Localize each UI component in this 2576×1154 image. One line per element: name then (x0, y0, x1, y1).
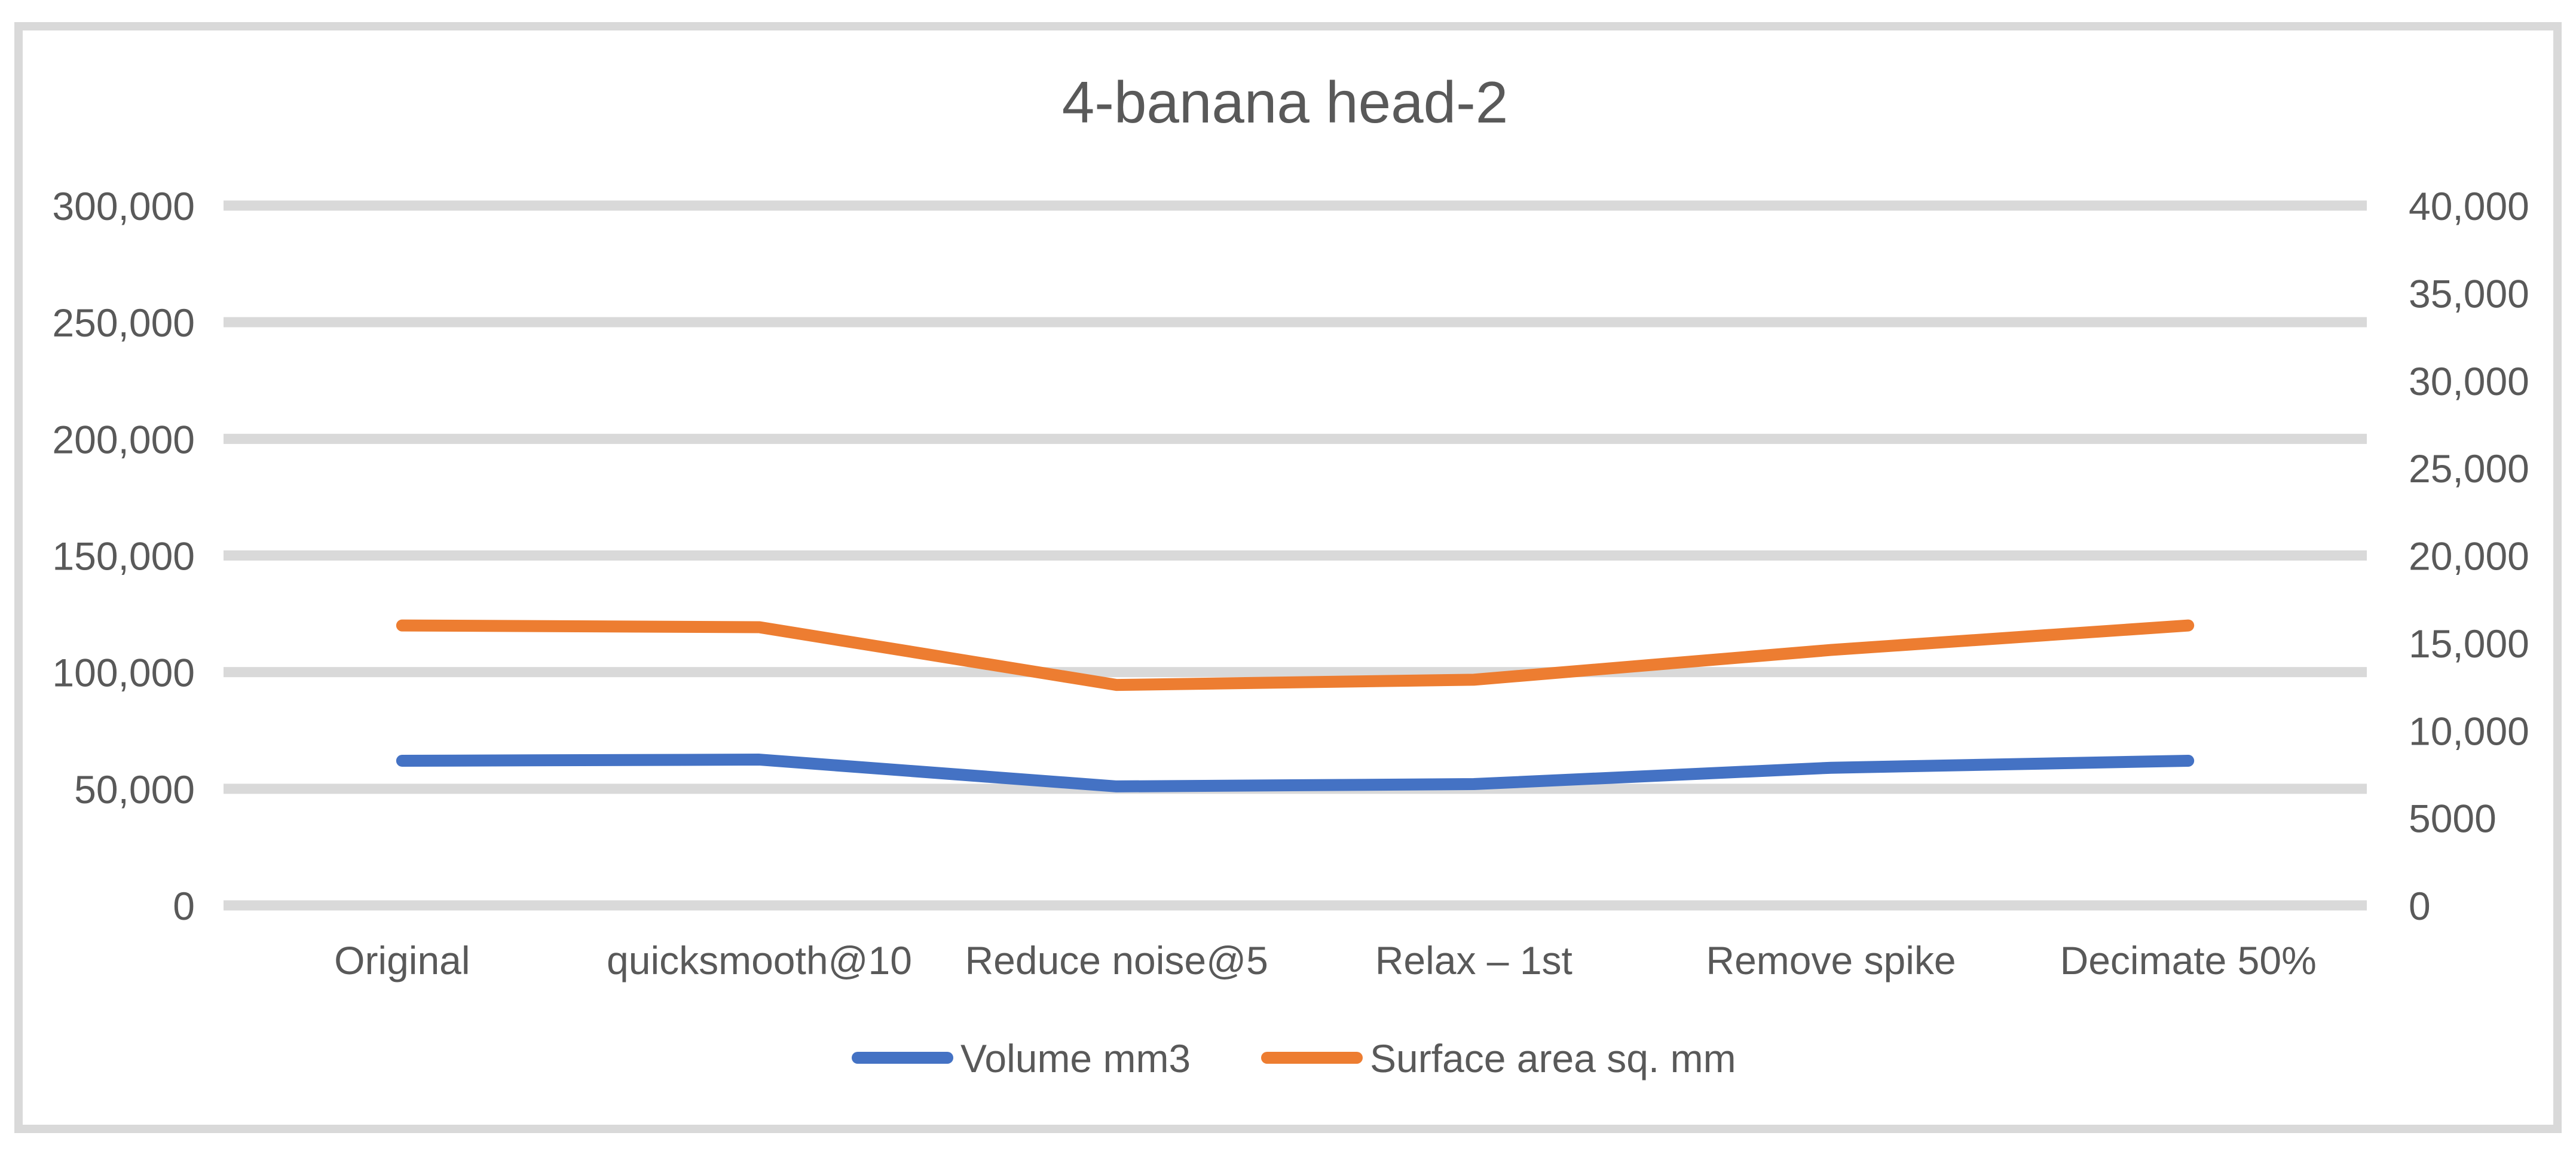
right-axis-tick-label: 20,000 (2409, 534, 2529, 578)
left-axis-tick-label: 150,000 (52, 534, 195, 578)
left-axis-tick-label: 200,000 (52, 417, 195, 461)
series-line (396, 619, 2195, 691)
right-axis-tick-label: 35,000 (2409, 271, 2529, 316)
category-label: quicksmooth@10 (607, 938, 912, 982)
category-label: Reduce noise@5 (965, 938, 1268, 982)
chart-title: 4-banana head-2 (1062, 69, 1509, 135)
data-point (2186, 623, 2190, 627)
data-point (1115, 784, 1119, 788)
left-axis-tick-label: 0 (173, 884, 195, 928)
data-point (2186, 758, 2190, 763)
category-label: Original (334, 938, 470, 982)
right-axis-tick-label: 30,000 (2409, 359, 2529, 403)
category-label: Remove spike (1706, 938, 1956, 982)
category-label: Decimate 50% (2060, 938, 2317, 982)
right-axis-tick-label: 25,000 (2409, 446, 2529, 491)
data-point (400, 758, 404, 763)
category-label: Relax – 1st (1375, 938, 1572, 982)
right-axis-tick-label: 5000 (2409, 797, 2497, 841)
legend: Volume mm3 Surface area sq. mm (852, 1036, 1736, 1080)
data-point (1829, 648, 1833, 652)
series (396, 619, 2195, 792)
data-point (400, 623, 404, 627)
data-point (1115, 683, 1119, 687)
right-axis-tick-label: 15,000 (2409, 622, 2529, 666)
data-point (1471, 782, 1476, 786)
right-axis-tick-label: 10,000 (2409, 709, 2529, 753)
legend-label: Surface area sq. mm (1370, 1036, 1736, 1080)
data-point (1471, 678, 1476, 682)
left-axis-tick-label: 100,000 (52, 651, 195, 695)
right-axis-tick-label: 40,000 (2409, 184, 2529, 228)
gridlines (224, 200, 2367, 911)
left-axis-tick-label: 250,000 (52, 301, 195, 345)
right-axis-tick-label: 0 (2409, 884, 2431, 928)
right-axis: 0 5000 10,000 15,000 20,000 25,000 30,000 35,00… (2409, 184, 2529, 928)
legend-label: Volume mm3 (960, 1036, 1191, 1080)
data-point (757, 625, 761, 629)
left-axis-tick-label: 300,000 (52, 184, 195, 228)
x-axis: Original quicksmooth@10 Reduce noise@5 Rela… (334, 938, 2317, 982)
series-line (396, 754, 2195, 792)
left-axis: 0 50,000 100,000 150,000 200,000 250,000 300,0… (52, 184, 195, 928)
left-axis-tick-label: 50,000 (74, 767, 195, 812)
data-point (1829, 766, 1833, 770)
data-point (757, 758, 761, 762)
